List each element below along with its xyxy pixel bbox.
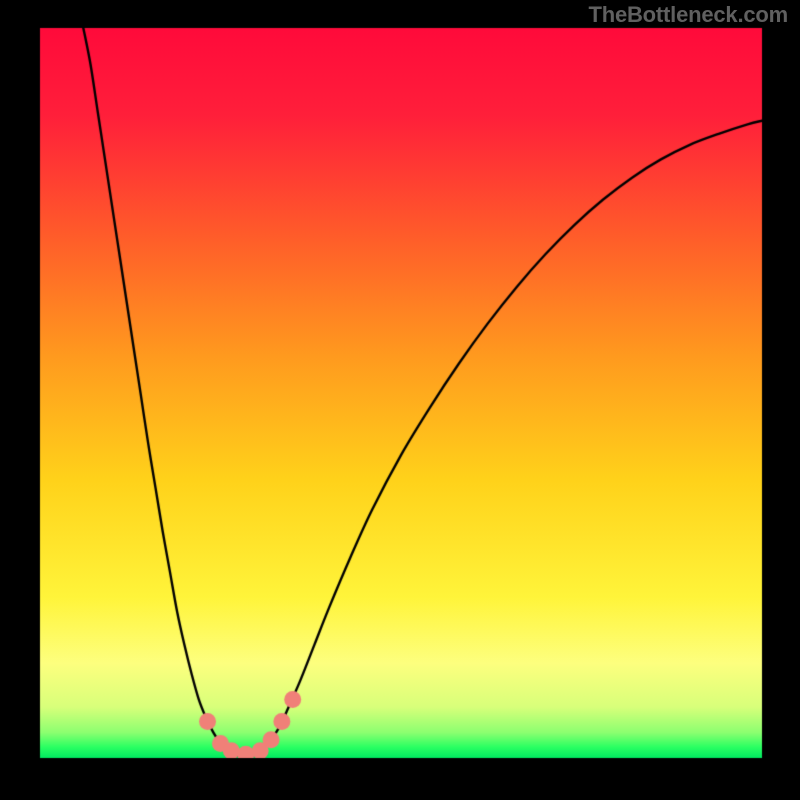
watermark-text: TheBottleneck.com	[588, 2, 788, 28]
bottleneck-curve-chart	[0, 0, 800, 800]
